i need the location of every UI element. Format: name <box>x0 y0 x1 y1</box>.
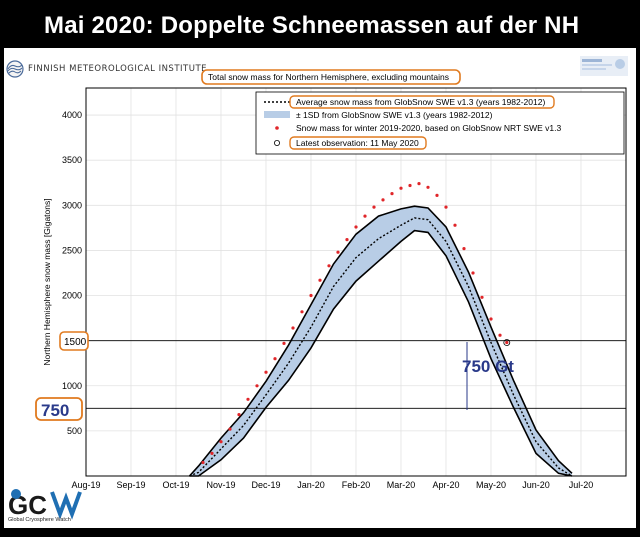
y-axis-label: Northern Hemisphere snow mass [Gigatons] <box>42 198 52 365</box>
x-tick-label: Mar-20 <box>387 480 416 490</box>
x-tick-label: Jul-20 <box>569 480 594 490</box>
obs-point <box>201 460 205 465</box>
gcw-logo-icon: GC <box>8 489 82 520</box>
obs-point <box>489 317 493 321</box>
x-tick-label: Feb-20 <box>342 480 371 490</box>
obs-point <box>444 205 448 209</box>
x-tick-label: Aug-19 <box>71 480 100 490</box>
x-ticks: Aug-19 Sep-19 Oct-19 Nov-19 Dec-19 Jan-20 Feb-… <box>71 480 593 490</box>
legend-box <box>255 91 625 155</box>
legend-obs-swatch <box>275 126 279 130</box>
observation-points <box>201 182 511 465</box>
gcw-caption: Global Cryosphere Watch <box>8 517 71 523</box>
ref-1500-box <box>59 331 89 351</box>
x-tick-label: Jan-20 <box>297 480 325 490</box>
obs-point <box>264 370 268 374</box>
y-tick-label: 500 <box>67 426 82 436</box>
fmi-name: FINNISH METEOROLOGICAL INSTITUTE <box>28 64 208 74</box>
obs-point <box>399 186 403 190</box>
legend-latest-label: Latest observation: 11 May 2020 <box>296 138 419 148</box>
legend-latest-highlight <box>289 136 427 150</box>
obs-point <box>390 192 394 196</box>
y-tick-label: 3000 <box>62 200 82 210</box>
obs-point <box>363 214 367 218</box>
obs-point <box>417 182 421 186</box>
gap-annotation: 750 Gt <box>462 357 514 376</box>
y-ticks: 5001000150020002500300035004000 <box>62 110 82 436</box>
x-tick-label: Oct-19 <box>162 480 189 490</box>
obs-point <box>336 250 340 254</box>
y-tick-label: 4000 <box>62 110 82 120</box>
obs-point <box>453 223 457 227</box>
obs-point <box>426 185 430 189</box>
ref-1500-label: 1500 <box>64 337 87 348</box>
latest-observation-marker <box>503 339 511 346</box>
legend-mean-label: Average snow mass from GlobSnow SWE v1.3… <box>296 97 545 107</box>
y-tick-label: 1000 <box>62 381 82 391</box>
x-tick-label: Jun-20 <box>522 480 550 490</box>
obs-point <box>505 340 509 345</box>
obs-point <box>210 451 214 455</box>
obs-point <box>372 205 376 209</box>
obs-point <box>282 341 286 345</box>
obs-point <box>345 238 349 242</box>
obs-point <box>408 183 412 188</box>
plot-frame <box>85 87 627 477</box>
x-tick-label: Apr-20 <box>432 480 459 490</box>
obs-point <box>435 193 439 197</box>
legend-band-swatch <box>264 111 290 118</box>
x-tick-label: May-20 <box>476 480 506 490</box>
obs-point <box>228 427 232 431</box>
legend: Average snow mass from GlobSnow SWE v1.3… <box>255 91 625 155</box>
obs-point <box>471 271 475 275</box>
y-tick-label: 2000 <box>62 291 82 301</box>
title-box <box>201 69 461 85</box>
y-tick-label: 2500 <box>62 245 82 255</box>
x-tick-label: Nov-19 <box>206 480 235 490</box>
obs-point <box>381 198 385 202</box>
obs-point <box>291 326 295 330</box>
obs-point <box>273 357 277 361</box>
obs-point <box>219 440 223 444</box>
obs-point <box>255 384 259 388</box>
obs-point <box>498 333 502 337</box>
reference-lines <box>86 340 626 409</box>
mean-line <box>189 217 573 477</box>
obs-point <box>462 247 466 251</box>
obs-point <box>237 413 241 417</box>
globsnow-logo-icon <box>580 56 628 76</box>
sd-band-upper <box>188 205 573 477</box>
sd-band-lower <box>189 229 573 477</box>
chart-title: Total snow mass for Northern Hemisphere,… <box>208 72 449 82</box>
slide-title: Mai 2020: Doppelte Schneemassen auf der … <box>44 12 580 39</box>
legend-obs-label: Snow mass for winter 2019-2020, based on… <box>296 123 561 133</box>
obs-point <box>300 310 304 314</box>
legend-mean-highlight <box>289 95 555 109</box>
ref-750-box <box>35 397 83 421</box>
obs-point <box>327 264 331 268</box>
obs-point <box>318 278 322 282</box>
obs-point <box>246 397 250 401</box>
obs-point <box>480 295 484 299</box>
legend-band-label: ± 1SD from GlobSnow SWE v1.3 (years 1982… <box>296 110 493 120</box>
legend-latest-swatch <box>273 139 280 146</box>
obs-point <box>309 293 313 298</box>
fmi-logo-icon <box>6 60 24 78</box>
x-tick-label: Dec-19 <box>251 480 280 490</box>
obs-point <box>354 225 358 229</box>
x-tick-label: Sep-19 <box>116 480 145 490</box>
y-tick-label: 3500 <box>62 155 82 165</box>
ref-750-label: 750 <box>41 401 69 420</box>
